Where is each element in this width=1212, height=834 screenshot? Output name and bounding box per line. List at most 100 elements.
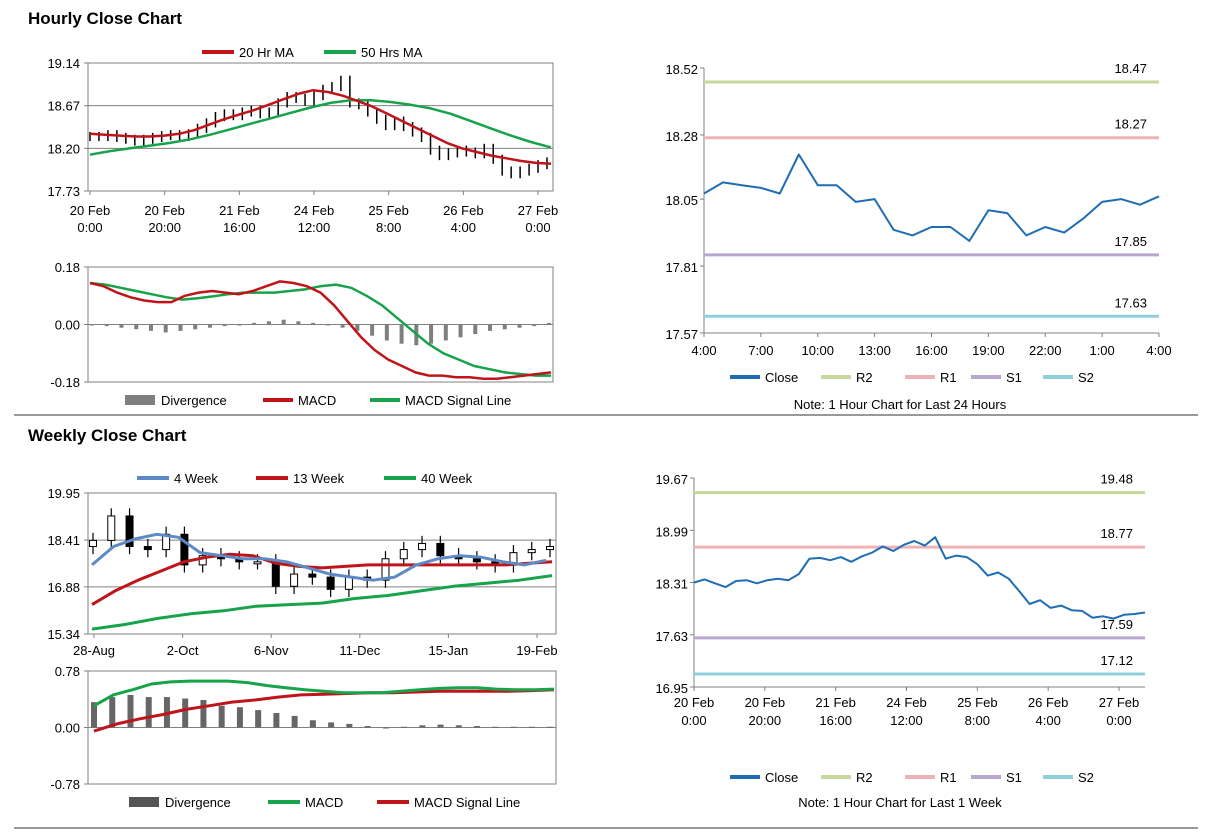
weekly-candle-body bbox=[180, 533, 189, 566]
hourly-price-x-tick-date: 24 Feb bbox=[294, 203, 334, 218]
weekly-levels-note: Note: 1 Hour Chart for Last 1 Week bbox=[798, 795, 1002, 810]
weekly-legend-40week-label: 40 Week bbox=[421, 471, 473, 486]
weekly-divergence-bar bbox=[547, 726, 553, 728]
hourly-divergence-bar bbox=[296, 321, 301, 325]
weekly-divergence-bar bbox=[273, 713, 280, 728]
hourly-macd-y-tick-label: 0.18 bbox=[55, 260, 80, 275]
hourly-price-y-tick-label: 17.73 bbox=[47, 184, 80, 199]
weekly-levels-x-tick-date: 25 Feb bbox=[957, 695, 997, 710]
weekly-levels-x-tick-time: 12:00 bbox=[890, 713, 923, 728]
hourly-levels-x-tick-label: 4:00 bbox=[691, 343, 716, 358]
weekly-levels-close-line bbox=[693, 536, 1146, 620]
weekly-divergence-bar bbox=[291, 715, 298, 728]
hourly-levels-level-r2-label: 18.47 bbox=[1114, 61, 1147, 76]
hourly-divergence-bar bbox=[311, 322, 316, 325]
weekly-levels-x-tick-date: 24 Feb bbox=[886, 695, 926, 710]
weekly-macd-legend-signal-label: MACD Signal Line bbox=[414, 795, 520, 810]
hourly-divergence-bar bbox=[517, 324, 522, 328]
weekly-divergence-bar bbox=[528, 726, 535, 728]
weekly-price-x-tick-label: 19-Feb bbox=[516, 643, 557, 658]
hourly-divergence-bar bbox=[502, 324, 507, 330]
bottom-divider bbox=[14, 827, 1198, 829]
hourly-divergence-bar bbox=[104, 324, 109, 327]
weekly-section-title: Weekly Close Chart bbox=[28, 426, 187, 445]
hourly-divergence-bar bbox=[532, 324, 537, 327]
weekly-divergence-bar bbox=[364, 726, 371, 728]
weekly-candle-body bbox=[399, 549, 408, 560]
weekly-macd-line bbox=[93, 679, 555, 708]
hourly-price-x-tick-time: 12:00 bbox=[298, 220, 331, 235]
hourly-price-plot-frame bbox=[87, 62, 554, 192]
weekly-price-x-tick-label: 15-Jan bbox=[429, 643, 469, 658]
hourly-legend-ma20-label: 20 Hr MA bbox=[239, 45, 294, 60]
hourly-divergence-bar bbox=[222, 324, 227, 327]
weekly-macd-y-tick-label: 0.00 bbox=[55, 721, 80, 736]
weekly-price-x-tick-label: 28-Aug bbox=[73, 643, 115, 658]
weekly-divergence-bar bbox=[236, 707, 243, 728]
hourly-price-x-tick-date: 27 Feb bbox=[518, 203, 558, 218]
hourly-divergence-bar bbox=[90, 324, 94, 326]
hourly-section-title: Hourly Close Chart bbox=[28, 9, 182, 28]
hourly-divergence-bar bbox=[178, 324, 183, 331]
weekly-candle-body bbox=[418, 542, 427, 551]
weekly-levels-x-tick-date: 20 Feb bbox=[745, 695, 785, 710]
hourly-levels-legend-r1-label: R1 bbox=[940, 370, 957, 385]
weekly-levels-level-r1-label: 18.77 bbox=[1100, 526, 1133, 541]
hourly-macd-legend-divergence-label: Divergence bbox=[161, 393, 227, 408]
hourly-levels-level-s1-label: 17.85 bbox=[1114, 234, 1147, 249]
hourly-divergence-bar bbox=[370, 324, 375, 336]
section-divider bbox=[14, 414, 1198, 416]
hourly-divergence-bar bbox=[266, 321, 271, 325]
hourly-price-x-tick-time: 20:00 bbox=[148, 220, 181, 235]
weekly-divergence-bar bbox=[346, 723, 353, 728]
weekly-candle-body bbox=[125, 515, 134, 548]
hourly-macd-line bbox=[89, 280, 552, 381]
weekly-ma40-line bbox=[91, 574, 553, 631]
hourly-levels-legend-s2-label: S2 bbox=[1078, 370, 1094, 385]
weekly-levels-level-s2-label: 17.12 bbox=[1100, 653, 1133, 668]
hourly-divergence-bar bbox=[355, 324, 360, 331]
weekly-price-y-tick-label: 18.41 bbox=[47, 533, 80, 548]
hourly-divergence-bar bbox=[119, 324, 124, 328]
weekly-price-y-tick-label: 15.34 bbox=[47, 627, 80, 642]
hourly-macd-y-tick-label: 0.00 bbox=[55, 318, 80, 333]
weekly-levels-legend-s1-label: S1 bbox=[1006, 770, 1022, 785]
weekly-candle-body bbox=[253, 561, 262, 565]
hourly-price-x-tick-time: 0:00 bbox=[77, 220, 102, 235]
weekly-macd-y-tick-label: 0.78 bbox=[55, 664, 80, 679]
hourly-divergence-bar bbox=[193, 324, 198, 330]
weekly-macd-y-tick-label: -0.78 bbox=[50, 777, 80, 792]
weekly-candle-body bbox=[290, 573, 299, 587]
hourly-levels-x-tick-label: 1:00 bbox=[1089, 343, 1114, 358]
hourly-levels-note: Note: 1 Hour Chart for Last 24 Hours bbox=[794, 397, 1007, 412]
weekly-levels-legend-r1-label: R1 bbox=[940, 770, 957, 785]
weekly-levels-x-tick-date: 27 Feb bbox=[1099, 695, 1139, 710]
weekly-levels-y-tick-label: 16.95 bbox=[655, 681, 688, 696]
hourly-macd-signal-line bbox=[89, 281, 551, 377]
hourly-divergence-bar bbox=[429, 324, 434, 344]
hourly-price-x-tick-date: 21 Feb bbox=[219, 203, 259, 218]
weekly-levels-y-tick-label: 17.63 bbox=[655, 629, 688, 644]
weekly-levels-legend-close-label: Close bbox=[765, 770, 798, 785]
weekly-macd-legend-divergence-swatch bbox=[129, 797, 159, 807]
weekly-levels-x-tick-date: 26 Feb bbox=[1028, 695, 1068, 710]
hourly-price-x-tick-time: 4:00 bbox=[451, 220, 476, 235]
weekly-levels-x-tick-date: 20 Feb bbox=[674, 695, 714, 710]
weekly-price-y-tick-label: 16.88 bbox=[47, 580, 80, 595]
weekly-levels-x-tick-time: 4:00 bbox=[1036, 713, 1061, 728]
hourly-price-y-tick-label: 19.14 bbox=[47, 56, 80, 71]
hourly-levels-legend-s1-label: S1 bbox=[1006, 370, 1022, 385]
weekly-divergence-bar bbox=[182, 698, 189, 728]
hourly-levels-x-tick-label: 7:00 bbox=[748, 343, 773, 358]
hourly-macd-y-tick-label: -0.18 bbox=[50, 375, 80, 390]
weekly-divergence-bar bbox=[474, 726, 481, 728]
hourly-divergence-bar bbox=[443, 324, 448, 341]
weekly-candle-body bbox=[527, 549, 536, 554]
weekly-candle-body bbox=[107, 515, 116, 541]
hourly-divergence-bar bbox=[399, 324, 404, 344]
hourly-levels-y-tick-label: 18.05 bbox=[665, 193, 698, 208]
hourly-divergence-bar bbox=[252, 322, 257, 325]
weekly-levels-x-tick-time: 0:00 bbox=[681, 713, 706, 728]
weekly-levels-x-tick-date: 21 Feb bbox=[815, 695, 855, 710]
